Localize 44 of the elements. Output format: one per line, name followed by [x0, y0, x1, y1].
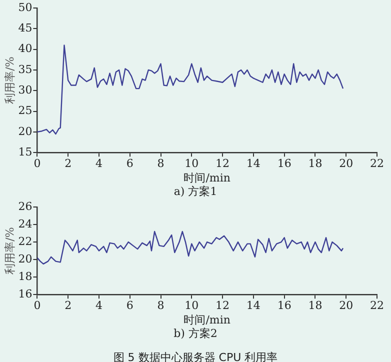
- x-tick-label: 20: [339, 157, 354, 170]
- x-tick-label: 8: [157, 299, 164, 312]
- x-tick-label: 6: [126, 157, 134, 170]
- x-tick-label: 4: [95, 157, 102, 170]
- x-tick-label: 14: [246, 299, 260, 312]
- x-tick-label: 16: [277, 299, 292, 312]
- x-tick-label: 12: [216, 299, 230, 312]
- text: a) 方案1: [172, 185, 218, 199]
- x-tick-label: 10: [184, 157, 199, 170]
- x-tick-label: 4: [95, 299, 102, 312]
- x-tick-label: 16: [277, 157, 292, 170]
- x-tick-label: 0: [34, 157, 41, 170]
- x-tick-label: 22: [370, 157, 384, 170]
- y-tick-label: 22: [18, 234, 32, 248]
- x-tick-label: 2: [64, 299, 72, 312]
- y-tick-label: 50: [18, 0, 32, 14]
- y-tick-label: 15: [18, 145, 32, 158]
- x-axis-title: 时间/min: [184, 171, 230, 184]
- y-tick-label: 40: [18, 42, 32, 56]
- y-axis-title: 利用率/%: [3, 227, 16, 274]
- y-tick-label: 25: [18, 104, 32, 118]
- y-tick-label: 24: [18, 217, 32, 230]
- y-tick-label: 20: [18, 124, 32, 138]
- x-tick-label: 10: [184, 299, 199, 312]
- y-tick-label: 16: [18, 287, 32, 300]
- y-tick-label: 30: [18, 83, 32, 96]
- x-tick-label: 6: [126, 299, 134, 312]
- x-tick-label: 2: [64, 157, 72, 170]
- y-tick-label: 35: [18, 62, 32, 76]
- x-tick-label: 12: [216, 157, 230, 170]
- x-tick-label: 18: [308, 299, 322, 312]
- y-tick-label: 18: [18, 270, 32, 283]
- x-tick-label: 20: [339, 299, 354, 312]
- x-tick-label: 14: [246, 157, 260, 170]
- y-axis-title: 利用率/%: [3, 56, 16, 104]
- y-tick-label: 26: [18, 200, 32, 213]
- text: b) 方案2: [172, 327, 218, 341]
- y-tick-label: 20: [18, 252, 32, 266]
- x-tick-label: 22: [370, 299, 384, 312]
- x-tick-label: 0: [34, 299, 41, 312]
- y-tick-label: 45: [18, 22, 32, 35]
- x-axis-title: 时间/min: [184, 313, 230, 326]
- x-tick-label: 8: [157, 157, 164, 170]
- x-tick-label: 18: [308, 157, 322, 170]
